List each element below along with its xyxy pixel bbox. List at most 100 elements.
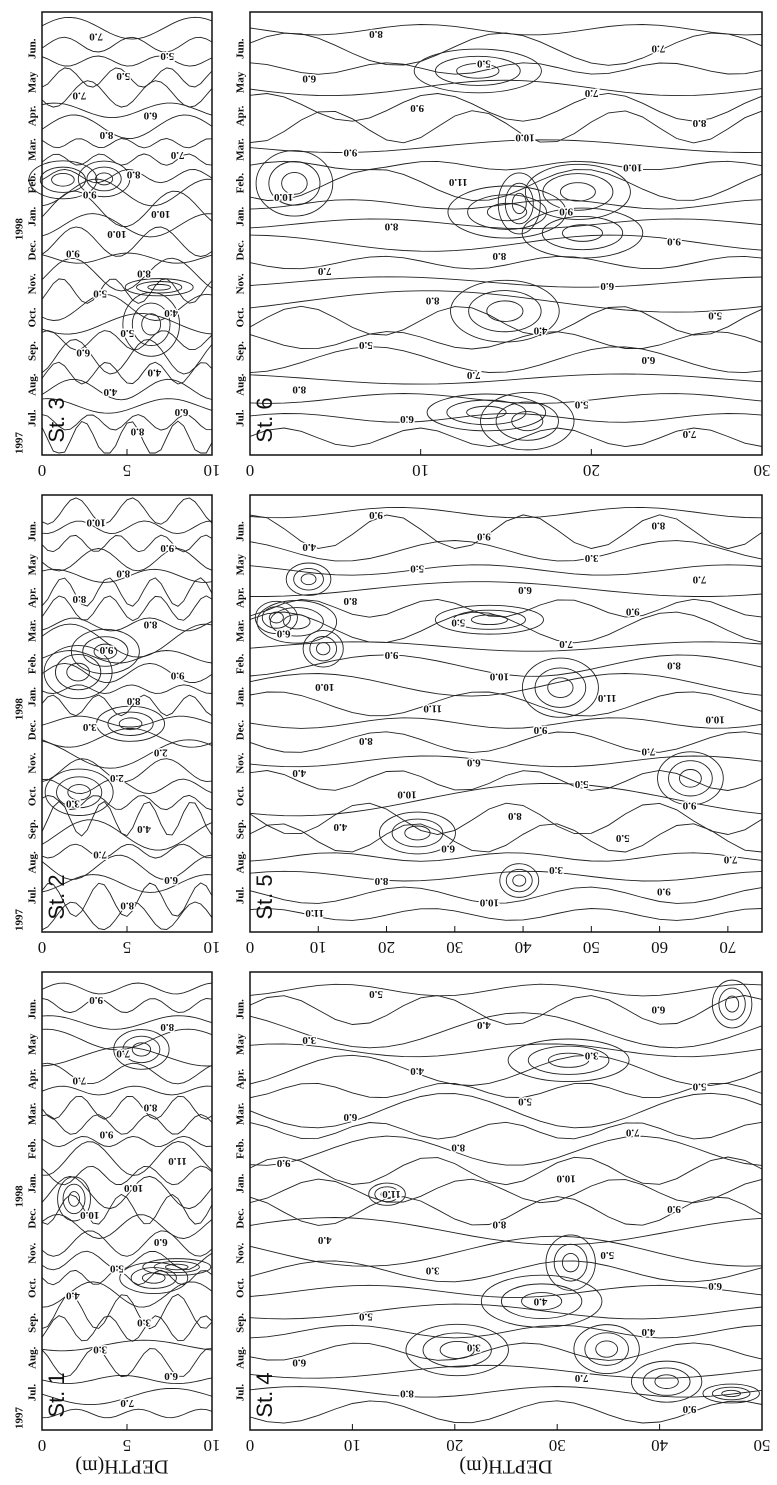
contour-label: 10.0 <box>315 681 335 693</box>
contour-label: 7.0 <box>723 853 737 865</box>
contour-label: 5.0 <box>476 58 490 70</box>
month-label: Jun. <box>235 38 247 59</box>
contour-line <box>249 1082 763 1099</box>
x-tick-label: 30 <box>549 1436 566 1455</box>
contour-label: 8.0 <box>343 595 357 607</box>
contour-label: 5.0 <box>93 287 107 299</box>
contour-line <box>249 24 763 36</box>
contour-line <box>256 600 338 644</box>
contour-line <box>41 715 213 728</box>
contour-line <box>250 581 763 597</box>
contour-label: 7.0 <box>116 1048 130 1060</box>
contour-line <box>41 1374 213 1385</box>
contour-label: 5.0 <box>615 832 629 844</box>
contour-line <box>495 401 559 441</box>
month-label: May <box>27 1033 39 1055</box>
contour-line <box>41 577 213 607</box>
contour-line <box>41 378 213 401</box>
contour-line <box>41 420 213 454</box>
contour-line <box>249 110 763 144</box>
contour-line <box>41 339 213 375</box>
contour-line <box>249 782 763 817</box>
contour-line <box>439 1341 475 1359</box>
contour-label: 8.0 <box>667 660 681 672</box>
contour-line <box>281 171 308 195</box>
contour-label: 9.0 <box>99 1128 113 1140</box>
panel: 0 10 20 30 40 50 60 70 Jul. Aug. Sep. Oct. Nov. Dec. J… <box>235 494 763 957</box>
contour-label: 8.0 <box>160 1021 174 1033</box>
x-tick-label: 0 <box>246 461 255 480</box>
contour-line <box>131 1042 152 1057</box>
panel-frame <box>41 494 213 933</box>
contour-line <box>41 1135 213 1148</box>
contour-line <box>249 199 763 210</box>
contour-line <box>368 1182 406 1206</box>
contour-line <box>249 886 763 904</box>
contour-line <box>41 1281 213 1308</box>
contour-line <box>41 595 213 622</box>
contour-line <box>534 667 587 708</box>
contour-line <box>86 166 122 192</box>
contour-label: 7.0 <box>625 1126 639 1138</box>
x-tick-label: 10 <box>310 938 327 957</box>
contour-line <box>249 907 763 921</box>
contour-line <box>249 1092 763 1129</box>
contour-line <box>249 393 763 404</box>
contour-line <box>249 769 763 791</box>
contour-line <box>249 802 763 835</box>
contour-line <box>41 694 213 717</box>
contour-line <box>434 55 521 86</box>
contour-line <box>718 987 746 1021</box>
x-tick-label: 0 <box>38 1436 47 1455</box>
station-label: St. 2 <box>44 874 69 919</box>
month-label: May <box>235 71 247 93</box>
contour-label: 6.0 <box>302 72 316 84</box>
contour-line <box>541 215 624 251</box>
contour-line <box>249 234 763 252</box>
month-label: May <box>27 71 39 93</box>
contour-line <box>249 1260 763 1283</box>
month-label: Apr. <box>27 105 39 126</box>
contour-line <box>657 751 724 806</box>
contour-line <box>249 691 763 717</box>
contour-label: 8.0 <box>116 567 130 579</box>
contour-line <box>153 1260 200 1274</box>
contour-label: 10.0 <box>705 713 725 725</box>
month-label: Aug. <box>235 851 247 874</box>
contour-line <box>41 1193 213 1225</box>
contour-line <box>41 617 213 632</box>
contour-line <box>404 825 431 841</box>
contour-label: 3.0 <box>137 1316 151 1328</box>
contour-label: 7.0 <box>466 369 480 381</box>
contour-line <box>41 497 213 525</box>
contour-label: 9.0 <box>276 1157 290 1169</box>
contour-label: 9.0 <box>384 649 398 661</box>
contour-line <box>41 213 213 238</box>
contour-line <box>300 573 317 586</box>
contour-label: 7.0 <box>72 90 86 102</box>
contour-line <box>142 1258 212 1276</box>
contour-line <box>553 1243 588 1282</box>
contour-label: 7.0 <box>574 1372 588 1384</box>
contour-label: 5.0 <box>109 1263 123 1275</box>
contour-line <box>41 16 213 40</box>
contour-line <box>561 1252 580 1273</box>
contour-label: 3.0 <box>66 797 80 809</box>
contour-line <box>130 1267 177 1289</box>
contour-label: 10.0 <box>556 1172 576 1184</box>
contour-label: 5.0 <box>359 339 373 351</box>
contour-line <box>249 160 763 171</box>
contour-line <box>249 1043 763 1058</box>
contour-label: 8.0 <box>292 384 306 396</box>
contour-label: 7.0 <box>89 30 103 42</box>
contour-line <box>249 218 763 230</box>
contour-line <box>113 1029 170 1070</box>
contour-line <box>41 257 213 292</box>
contour-line <box>302 629 344 668</box>
contour-label: 8.0 <box>492 1219 506 1231</box>
month-label: Aug. <box>235 1346 247 1369</box>
x-tick-label: 5 <box>123 1436 132 1455</box>
contour-label: 4.0 <box>164 307 178 319</box>
month-label: Aug. <box>235 373 247 396</box>
contour-label: 7.0 <box>317 265 331 277</box>
